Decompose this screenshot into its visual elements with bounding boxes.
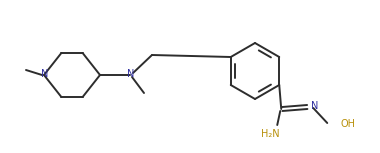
Text: OH: OH — [340, 119, 355, 129]
Text: N: N — [127, 69, 135, 79]
Text: H₂N: H₂N — [261, 129, 280, 139]
Text: N: N — [310, 101, 318, 111]
Text: N: N — [41, 69, 49, 79]
